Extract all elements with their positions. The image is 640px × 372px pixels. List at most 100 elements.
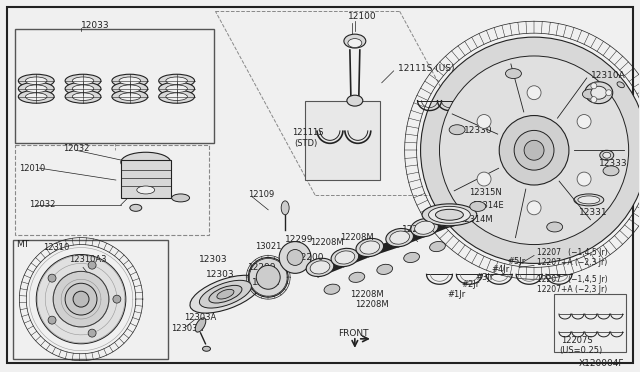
Text: 12032: 12032	[29, 201, 56, 209]
Circle shape	[514, 131, 554, 170]
Text: 12333: 12333	[599, 159, 627, 168]
Text: #1Jr: #1Jr	[447, 290, 466, 299]
Ellipse shape	[386, 228, 413, 247]
Ellipse shape	[65, 90, 101, 103]
Text: #4Jr: #4Jr	[492, 265, 509, 274]
Ellipse shape	[415, 221, 435, 234]
Bar	[13, 240, 168, 359]
Ellipse shape	[324, 284, 340, 294]
Ellipse shape	[202, 346, 211, 351]
Circle shape	[577, 115, 591, 128]
Text: 12111S (US): 12111S (US)	[397, 64, 454, 73]
Ellipse shape	[166, 77, 188, 84]
Circle shape	[287, 250, 303, 265]
Ellipse shape	[19, 74, 54, 87]
Ellipse shape	[306, 258, 334, 276]
Text: #3Jr: #3Jr	[476, 273, 493, 282]
Ellipse shape	[436, 209, 463, 227]
Ellipse shape	[377, 264, 392, 275]
Circle shape	[527, 201, 541, 215]
Circle shape	[256, 265, 280, 289]
Ellipse shape	[195, 318, 206, 332]
Text: (US=0.25): (US=0.25)	[559, 346, 602, 355]
Ellipse shape	[347, 95, 363, 106]
Ellipse shape	[348, 39, 362, 48]
Text: 12010: 12010	[19, 164, 45, 173]
Ellipse shape	[72, 85, 94, 93]
Ellipse shape	[582, 89, 598, 99]
Text: 12299: 12299	[285, 235, 314, 244]
Ellipse shape	[310, 261, 330, 274]
Ellipse shape	[356, 238, 383, 257]
Text: 12315N: 12315N	[469, 189, 502, 198]
Text: 12033: 12033	[81, 21, 109, 30]
Bar	[121, 160, 171, 198]
Ellipse shape	[172, 194, 189, 202]
Text: 12314M: 12314M	[460, 215, 493, 224]
Ellipse shape	[159, 82, 195, 95]
Ellipse shape	[209, 285, 242, 303]
Ellipse shape	[404, 252, 419, 263]
Bar	[15, 29, 214, 143]
Text: 12208M: 12208M	[355, 299, 388, 309]
Ellipse shape	[200, 280, 252, 308]
Ellipse shape	[429, 241, 445, 251]
Text: 12314E: 12314E	[472, 201, 504, 210]
Circle shape	[113, 295, 121, 303]
Circle shape	[591, 97, 596, 103]
Circle shape	[420, 37, 640, 263]
Text: 12208M: 12208M	[340, 233, 374, 242]
Text: 12032: 12032	[63, 144, 90, 153]
Bar	[15, 145, 209, 235]
Text: 12109: 12109	[248, 190, 275, 199]
Ellipse shape	[506, 68, 522, 78]
Circle shape	[477, 115, 491, 128]
Ellipse shape	[331, 248, 358, 267]
Circle shape	[524, 140, 544, 160]
Ellipse shape	[26, 77, 47, 84]
Text: 12310A3: 12310A3	[69, 255, 107, 264]
Ellipse shape	[130, 204, 142, 211]
Text: 12207   (−1,4,5 Jr): 12207 (−1,4,5 Jr)	[537, 275, 607, 284]
Text: 13021: 13021	[252, 278, 281, 287]
Text: MT: MT	[17, 240, 29, 249]
Circle shape	[88, 261, 96, 269]
Ellipse shape	[603, 152, 611, 158]
Ellipse shape	[166, 93, 188, 100]
Text: 12111S: 12111S	[292, 128, 324, 137]
Ellipse shape	[112, 82, 148, 95]
Ellipse shape	[600, 150, 614, 160]
Text: 12207   (−1,4,5 Jr): 12207 (−1,4,5 Jr)	[537, 248, 607, 257]
Ellipse shape	[449, 125, 465, 135]
Ellipse shape	[422, 204, 477, 226]
Text: 12100: 12100	[348, 12, 376, 21]
Ellipse shape	[19, 82, 54, 95]
Ellipse shape	[360, 241, 380, 254]
Ellipse shape	[411, 219, 438, 237]
Text: 12330: 12330	[465, 126, 493, 135]
Ellipse shape	[344, 34, 366, 48]
Ellipse shape	[470, 202, 486, 211]
Text: X120004F: X120004F	[579, 359, 625, 368]
Ellipse shape	[547, 222, 563, 232]
Circle shape	[605, 90, 612, 96]
Text: 12207S: 12207S	[561, 336, 593, 345]
Text: 12299: 12299	[248, 263, 277, 272]
Text: #2Jr: #2Jr	[461, 280, 479, 289]
Text: (STD): (STD)	[294, 139, 317, 148]
Text: 12303: 12303	[205, 270, 234, 279]
Ellipse shape	[166, 85, 188, 93]
Circle shape	[591, 83, 596, 89]
Text: 12310: 12310	[44, 243, 70, 252]
Circle shape	[73, 291, 89, 307]
Ellipse shape	[591, 86, 607, 99]
Ellipse shape	[19, 90, 54, 103]
Ellipse shape	[26, 93, 47, 100]
Text: #5Jr: #5Jr	[507, 257, 525, 266]
Ellipse shape	[281, 201, 289, 215]
Text: 12303: 12303	[198, 255, 227, 264]
Text: 12303A: 12303A	[171, 324, 203, 333]
Circle shape	[279, 241, 311, 273]
Circle shape	[65, 283, 97, 315]
Ellipse shape	[26, 85, 47, 93]
